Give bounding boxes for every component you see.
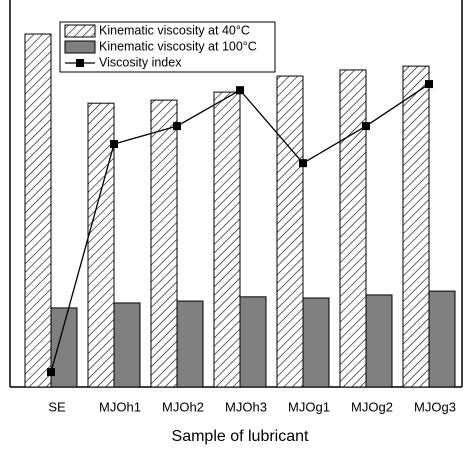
bar (50, 307, 78, 388)
marker (425, 80, 433, 89)
bar (365, 294, 393, 388)
bar (302, 297, 330, 388)
x-tick-label: MJOh2 (162, 399, 204, 414)
legend-marker (76, 59, 84, 67)
marker (110, 140, 118, 149)
bar (276, 75, 304, 388)
legend-label: Kinematic viscosity at 100°C (99, 39, 257, 53)
x-tick-label: MJOg2 (351, 399, 393, 414)
x-tick-label: MJOg1 (288, 399, 330, 414)
legend-swatch (64, 40, 96, 54)
bar (24, 33, 52, 388)
marker (362, 122, 370, 131)
bar (176, 300, 204, 388)
bar (113, 302, 141, 388)
bar (213, 91, 241, 388)
marker (47, 368, 55, 377)
x-axis-label: Sample of lubricant (172, 428, 310, 445)
marker (299, 159, 307, 168)
bar (402, 65, 430, 388)
bar (428, 290, 456, 388)
x-tick-label: MJOh3 (225, 399, 267, 414)
bar (339, 69, 367, 388)
marker (236, 86, 244, 95)
bar (87, 102, 115, 388)
x-tick-label: SE (48, 399, 66, 414)
bar (150, 99, 178, 388)
marker (173, 122, 181, 131)
legend-swatch (64, 24, 96, 38)
x-tick-label: MJOh1 (99, 399, 141, 414)
bar (239, 296, 267, 388)
legend-label: Viscosity index (99, 55, 182, 69)
x-tick-label: MJOg3 (414, 399, 456, 414)
legend-label: Kinematic viscosity at 40°C (99, 23, 250, 37)
legend (59, 21, 276, 73)
